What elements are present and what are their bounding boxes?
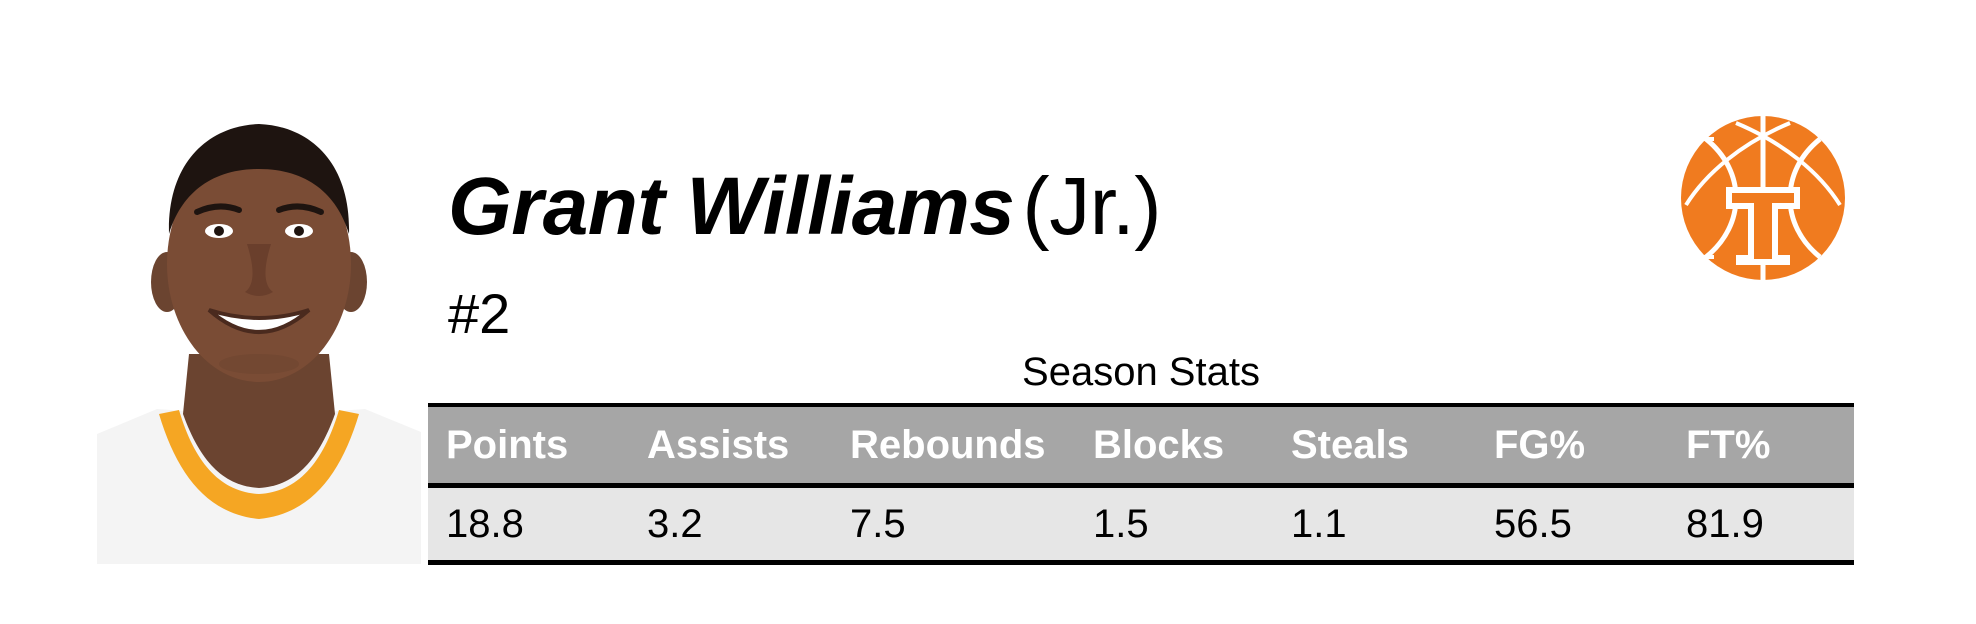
stats-header-blocks: Blocks	[1075, 403, 1273, 488]
jersey-number: #2	[448, 282, 511, 345]
stats-header-points: Points	[428, 403, 629, 488]
stat-ft-pct-value: 81.9	[1668, 485, 1854, 565]
season-stats-table: Points Assists Rebounds Blocks Steals FG…	[428, 403, 1854, 565]
stats-value-row: 18.8 3.2 7.5 1.5 1.1 56.5 81.9	[428, 485, 1854, 565]
player-class: (Jr.)	[1022, 161, 1162, 252]
stats-header-ft-pct: FT%	[1668, 403, 1854, 488]
player-name-heading: Grant Williams(Jr.)	[448, 166, 1162, 248]
stats-header-assists: Assists	[629, 403, 832, 488]
player-name: Grant Williams	[448, 161, 1015, 252]
basketball-power-t-logo-icon	[1676, 111, 1850, 285]
stat-rebounds-value: 7.5	[832, 485, 1075, 565]
stats-header-steals: Steals	[1273, 403, 1476, 488]
team-logo	[1674, 109, 1852, 287]
stats-header-rebounds: Rebounds	[832, 403, 1075, 488]
stat-steals-value: 1.1	[1273, 485, 1476, 565]
stats-caption: Season Stats	[1022, 350, 1260, 394]
stat-assists-value: 3.2	[629, 485, 832, 565]
stats-header-row: Points Assists Rebounds Blocks Steals FG…	[428, 403, 1854, 488]
stats-header-fg-pct: FG%	[1476, 403, 1668, 488]
stat-blocks-value: 1.5	[1075, 485, 1273, 565]
player-photo	[97, 114, 421, 564]
stat-points-value: 18.8	[428, 485, 629, 565]
player-headshot-icon	[97, 124, 421, 564]
stat-fg-pct-value: 56.5	[1476, 485, 1668, 565]
